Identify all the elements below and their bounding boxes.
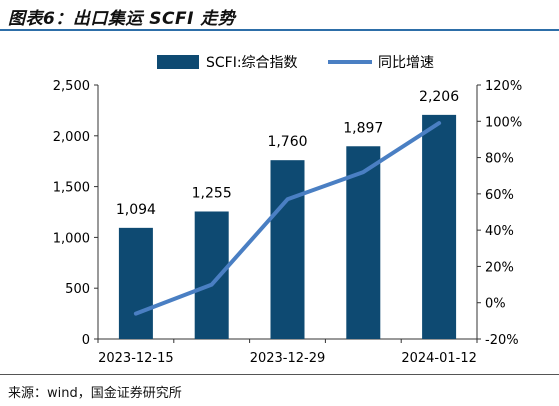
- legend-bar-swatch: [157, 55, 199, 69]
- bar-data-label: 2,206: [419, 89, 459, 105]
- y-right-tick-label: 0%: [485, 297, 506, 312]
- y-right-tick-label: 40%: [485, 224, 514, 239]
- bar: [194, 211, 229, 339]
- chart-title: 图表6：出口集运 SCFI 走势: [8, 9, 236, 29]
- y-left-tick-label: 2,000: [53, 130, 90, 145]
- y-right-tick-label: 120%: [485, 79, 522, 94]
- bar: [346, 146, 381, 339]
- y-left-tick-label: 2,500: [53, 79, 90, 94]
- y-left-tick-label: 0: [82, 333, 90, 348]
- title-divider: [0, 29, 559, 31]
- footer-divider: [0, 374, 559, 375]
- legend: SCFI:综合指数 同比增速: [157, 55, 434, 71]
- x-tick-label: 2024-01-12: [401, 351, 477, 366]
- x-tick-label: 2023-12-29: [250, 351, 326, 366]
- plot-area: 0 500 1,000 1,500 2,000 2,500 -20% 0% 20% 40% 60% 8…: [53, 79, 522, 366]
- source-note: 来源：wind，国金证券研究所: [8, 386, 182, 401]
- bar: [422, 114, 457, 340]
- y-right-tick-label: -20%: [485, 333, 519, 348]
- x-tick-label: 2023-12-15: [98, 351, 174, 366]
- bar-data-label: 1,897: [343, 120, 383, 136]
- y-left-tick-label: 500: [65, 282, 90, 297]
- y-right-tick-label: 20%: [485, 260, 514, 275]
- bar-data-label: 1,094: [116, 202, 156, 218]
- y-right-tick-label: 100%: [485, 115, 522, 130]
- bar-data-label: 1,255: [192, 185, 232, 201]
- bar: [270, 160, 305, 339]
- legend-bar-label: SCFI:综合指数: [206, 55, 298, 71]
- legend-line-label: 同比增速: [378, 55, 434, 71]
- bar: [118, 227, 153, 339]
- y-right-tick-label: 60%: [485, 188, 514, 203]
- y-right-tick-label: 80%: [485, 152, 514, 167]
- bar-data-label: 1,760: [267, 134, 307, 150]
- chart: SCFI:综合指数 同比增速 0 500 1,000 1,500 2,000 2,500 -…: [53, 55, 522, 366]
- y-left-tick-label: 1,000: [53, 231, 90, 246]
- y-left-tick-label: 1,500: [53, 181, 90, 196]
